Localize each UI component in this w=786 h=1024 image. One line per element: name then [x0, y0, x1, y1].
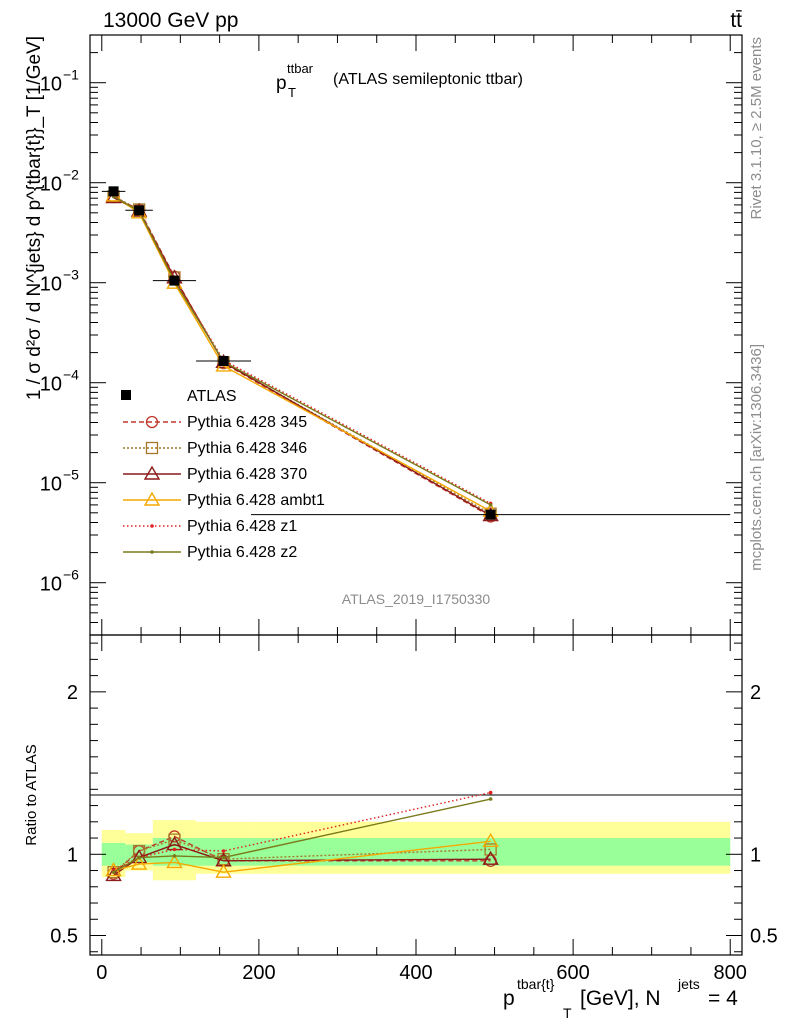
x-tick-label: 200 — [242, 962, 275, 984]
main-y-tick-label: 10 — [40, 574, 62, 596]
ratio-series-line — [113, 843, 491, 876]
ratio-band-green — [101, 842, 126, 866]
x-tick-label: 800 — [714, 962, 747, 984]
analysis-id: ATLAS_2019_I1750330 — [342, 591, 491, 607]
x-tick-label: 400 — [399, 962, 432, 984]
x-label-sub: T — [563, 1005, 572, 1021]
x-label-tail: = 4 — [708, 987, 738, 1010]
main-series-line — [113, 195, 491, 505]
main-y-tick-label: 10 — [40, 74, 62, 96]
main-panel: 10−610−510−410−310−210−1 p ttbar T (ATLA… — [24, 34, 743, 636]
ratio-y-tick-label: 0.5 — [50, 926, 78, 948]
ratio-series-point — [172, 854, 177, 858]
plot-title: p ttbar T (ATLAS semileptonic ttbar) — [276, 61, 523, 100]
legend-marker — [150, 550, 154, 554]
x-label-sup: tbar{t} — [517, 976, 555, 992]
legend-marker — [143, 491, 161, 506]
main-series-group — [101, 186, 731, 523]
ratio-series-point — [488, 797, 493, 801]
legend-marker — [145, 441, 159, 455]
x-label-sup2: jets — [677, 976, 700, 992]
ratio-x-ticks: 0 200 400 600 800 — [96, 635, 747, 984]
main-y-tick-label: 10 — [40, 374, 62, 396]
ratio-series-group — [105, 790, 499, 882]
ratio-series-point — [482, 832, 499, 847]
main-y-tick-exponent: −2 — [63, 167, 79, 183]
ratio-y-tick-label-right: 0.5 — [750, 926, 778, 948]
ratio-series-line — [113, 840, 491, 873]
ratio-series-line — [113, 838, 491, 873]
title-main: p — [276, 73, 287, 94]
title-sup: ttbar — [287, 61, 314, 76]
legend-label: Pythia 6.428 345 — [187, 414, 307, 431]
ratio-y-label: Ratio to ATLAS — [23, 744, 40, 845]
legend-label: Pythia 6.428 ambt1 — [187, 492, 325, 509]
legend: ATLAS Pythia 6.428 345 Pythia 6.428 346 Pyt… — [121, 388, 325, 561]
x-tick-label: 0 — [96, 962, 107, 984]
legend-label: Pythia 6.428 z1 — [187, 518, 297, 535]
ratio-series-point — [221, 855, 226, 860]
data-point — [169, 275, 180, 286]
main-y-tick-label: 10 — [40, 474, 62, 496]
ratio-series-point — [105, 867, 122, 882]
ratio-series-point — [130, 855, 148, 870]
mcplots-label: mcplots.cern.ch [arXiv:1306.3436] — [748, 344, 765, 571]
ratio-panel: 0.5 0.51 12 2 0 200 400 600 800 Ratio to ATLAS … — [23, 634, 778, 1021]
ratio-y-tick-label-right: 2 — [750, 682, 761, 704]
legend-marker-data — [121, 390, 131, 400]
data-point — [485, 509, 496, 520]
title-sub: T — [288, 85, 296, 100]
main-y-tick-exponent: −4 — [63, 367, 79, 383]
main-series-line — [113, 195, 491, 512]
ratio-y-ticks: 0.5 0.5 1 1 2 2 — [50, 642, 778, 953]
main-x-ticks — [101, 35, 731, 635]
main-y-tick-exponent: −5 — [63, 467, 79, 483]
legend-label-data: ATLAS — [187, 388, 237, 405]
rivet-label: Rivet 3.1.10, ≥ 2.5M events — [748, 37, 765, 220]
ratio-series-point — [111, 870, 116, 874]
legend-marker — [150, 524, 154, 528]
ratio-series-point — [488, 790, 493, 795]
x-axis-label: p tbar{t} T [GeV], N jets = 4 — [503, 976, 738, 1021]
main-y-tick-label: 10 — [40, 174, 62, 196]
ratio-y-tick-label: 1 — [67, 844, 78, 866]
main-series-point — [488, 503, 493, 507]
x-label-main: p — [503, 987, 515, 1010]
legend-marker — [145, 415, 159, 429]
energy-label: 13000 GeV pp — [103, 9, 238, 32]
ratio-y-tick-label: 2 — [67, 682, 78, 704]
legend-label: Pythia 6.428 z2 — [187, 544, 297, 561]
data-point — [108, 186, 119, 197]
main-y-ticks: 10−610−510−410−310−210−1 — [40, 52, 742, 636]
main-y-tick-exponent: −1 — [63, 67, 79, 83]
ratio-series-point — [215, 863, 232, 878]
ratio-series-point — [137, 855, 141, 860]
main-series-line — [113, 195, 491, 506]
ratio-series-point — [172, 847, 177, 852]
ratio-series-point — [221, 849, 226, 853]
main-y-tick-exponent: −6 — [63, 567, 79, 583]
main-y-tick-label: 10 — [40, 274, 62, 296]
x-tick-label: 600 — [556, 962, 589, 984]
legend-marker — [143, 465, 161, 480]
ratio-y-tick-label-right: 1 — [750, 844, 761, 866]
main-series-point — [105, 189, 122, 204]
process-label: tt̄ — [730, 9, 742, 32]
data-point — [134, 205, 145, 216]
data-point — [218, 355, 229, 366]
ratio-series-point — [166, 854, 183, 869]
main-y-label: 1 / σ d²σ / d N^{jets} d p^{tbar{t}}_T [… — [24, 36, 45, 400]
ratio-series-point — [484, 843, 497, 856]
ratio-series-point — [482, 850, 499, 865]
title-rest: (ATLAS semileptonic ttbar) — [333, 71, 523, 88]
main-y-tick-exponent: −3 — [63, 267, 79, 283]
x-label-rest: [GeV], N — [580, 987, 661, 1010]
legend-label: Pythia 6.428 370 — [187, 466, 307, 483]
legend-label: Pythia 6.428 346 — [187, 440, 307, 457]
